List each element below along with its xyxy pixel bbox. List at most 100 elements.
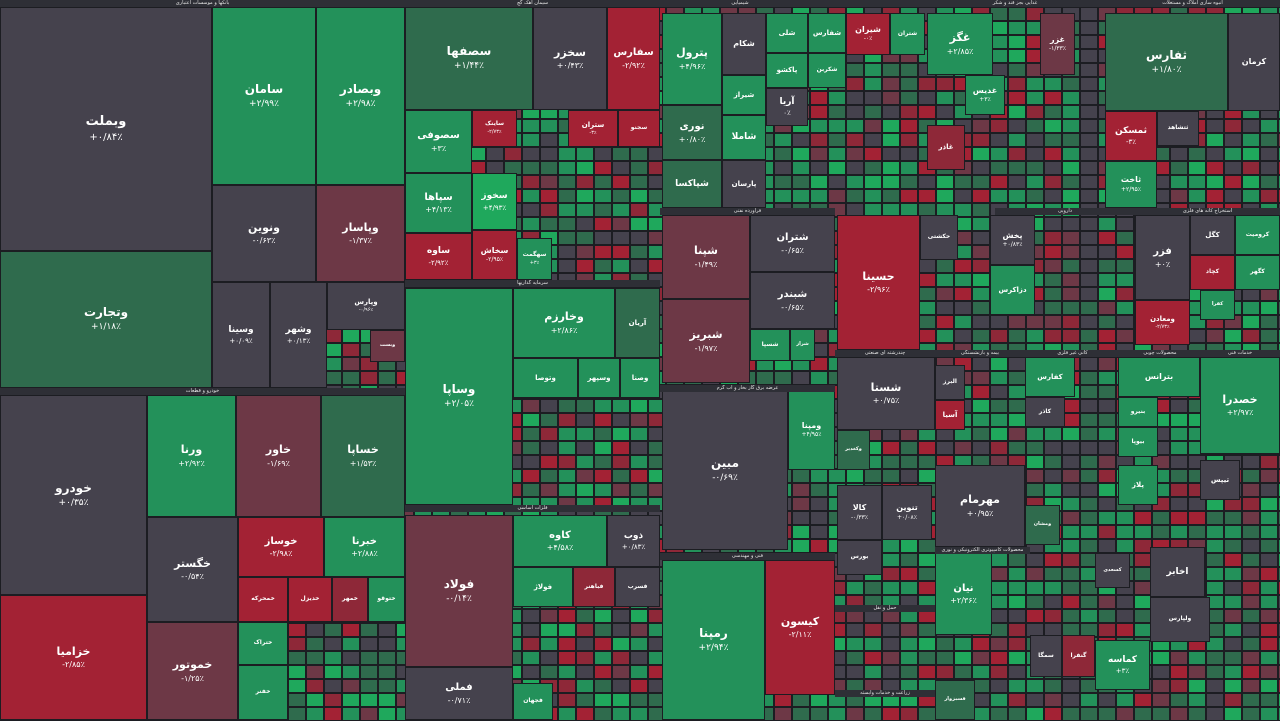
market-cell[interactable] (540, 623, 558, 637)
market-cell[interactable] (828, 119, 846, 133)
market-cell[interactable] (522, 469, 540, 483)
market-cell[interactable] (1116, 259, 1134, 273)
market-cell[interactable] (576, 693, 594, 707)
market-cell[interactable] (828, 133, 846, 147)
market-cell[interactable] (1116, 245, 1134, 259)
market-cell[interactable] (1062, 147, 1080, 161)
market-cell[interactable] (1206, 567, 1224, 581)
market-cell[interactable] (1098, 245, 1116, 259)
market-cell[interactable] (1242, 637, 1260, 651)
market-cell[interactable] (1062, 679, 1080, 693)
market-cell[interactable] (1062, 595, 1080, 609)
market-cell[interactable] (1242, 553, 1260, 567)
market-cell[interactable] (630, 623, 648, 637)
market-cell[interactable] (1278, 189, 1280, 203)
market-cell[interactable] (1242, 497, 1260, 511)
market-cell[interactable] (1080, 399, 1098, 413)
market-cell[interactable] (1278, 175, 1280, 189)
market-cell[interactable] (882, 553, 900, 567)
market-cell[interactable] (882, 469, 900, 483)
market-cell[interactable] (1062, 273, 1080, 287)
stock-tile[interactable]: کیسون -۲/۱۱٪ (765, 560, 835, 695)
market-cell[interactable] (1170, 441, 1188, 455)
market-cell[interactable] (936, 105, 954, 119)
market-cell[interactable] (1242, 301, 1260, 315)
stock-tile[interactable]: حسینا -۲/۹۶٪ (837, 215, 920, 350)
market-cell[interactable] (594, 623, 612, 637)
market-cell[interactable] (882, 147, 900, 161)
market-cell[interactable] (1008, 553, 1026, 567)
market-cell[interactable] (846, 63, 864, 77)
market-cell[interactable] (306, 651, 324, 665)
market-cell[interactable] (630, 637, 648, 651)
market-cell[interactable] (576, 259, 594, 273)
market-cell[interactable] (630, 399, 648, 413)
market-cell[interactable] (1008, 637, 1026, 651)
market-cell[interactable] (1260, 553, 1278, 567)
market-cell[interactable] (846, 133, 864, 147)
market-cell[interactable] (1242, 329, 1260, 343)
stock-tile[interactable]: وساپا +۲/۰۵٪ (405, 288, 513, 505)
stock-tile[interactable]: شسپا (750, 329, 790, 361)
market-cell[interactable] (1206, 133, 1224, 147)
market-cell[interactable] (954, 301, 972, 315)
stock-tile[interactable]: خبرنا +۲/۸۸٪ (324, 517, 405, 577)
market-cell[interactable] (900, 147, 918, 161)
stock-tile[interactable]: ومعادن -۲/۷۳٪ (1135, 300, 1190, 345)
market-cell[interactable] (342, 679, 360, 693)
market-cell[interactable] (1080, 511, 1098, 525)
market-cell[interactable] (630, 245, 648, 259)
market-cell[interactable] (630, 455, 648, 469)
stock-tile[interactable]: سصفها +۱/۴۴٪ (405, 7, 533, 110)
market-cell[interactable] (612, 203, 630, 217)
market-cell[interactable] (1080, 539, 1098, 553)
market-cell[interactable] (828, 91, 846, 105)
market-cell[interactable] (1044, 119, 1062, 133)
market-cell[interactable] (1170, 413, 1188, 427)
market-cell[interactable] (1224, 133, 1242, 147)
market-cell[interactable] (1170, 161, 1188, 175)
market-cell[interactable] (1026, 581, 1044, 595)
market-cell[interactable] (1098, 707, 1116, 721)
market-cell[interactable] (1206, 581, 1224, 595)
market-cell[interactable] (1188, 329, 1206, 343)
stock-tile[interactable]: فولاژ (513, 567, 573, 607)
market-cell[interactable] (612, 693, 630, 707)
stock-tile[interactable]: غزر -۱/۳۳٪ (1040, 13, 1075, 75)
market-cell[interactable] (1224, 609, 1242, 623)
market-cell[interactable] (1062, 553, 1080, 567)
market-cell[interactable] (828, 161, 846, 175)
market-cell[interactable] (990, 679, 1008, 693)
market-cell[interactable] (1062, 567, 1080, 581)
market-cell[interactable] (900, 637, 918, 651)
market-cell[interactable] (1080, 147, 1098, 161)
market-cell[interactable] (864, 91, 882, 105)
market-cell[interactable] (810, 693, 828, 707)
market-cell[interactable] (990, 413, 1008, 427)
stock-tile[interactable]: پارسان (722, 160, 766, 208)
stock-tile[interactable]: فملی -۰/۷۱٪ (405, 667, 513, 720)
market-cell[interactable] (306, 707, 324, 721)
market-cell[interactable] (1260, 609, 1278, 623)
market-cell[interactable] (846, 665, 864, 679)
market-cell[interactable] (1080, 105, 1098, 119)
market-cell[interactable] (1026, 329, 1044, 343)
market-cell[interactable] (990, 441, 1008, 455)
market-cell[interactable] (864, 469, 882, 483)
market-cell[interactable] (522, 483, 540, 497)
market-cell[interactable] (828, 189, 846, 203)
market-cell[interactable] (990, 567, 1008, 581)
market-cell[interactable] (1242, 609, 1260, 623)
market-cell[interactable] (1260, 329, 1278, 343)
market-cell[interactable] (936, 329, 954, 343)
market-cell[interactable] (1278, 315, 1280, 329)
market-cell[interactable] (1206, 175, 1224, 189)
market-cell[interactable] (972, 637, 990, 651)
stock-tile[interactable]: وخارزم +۲/۸۶٪ (513, 288, 615, 358)
market-cell[interactable] (378, 371, 396, 385)
market-cell[interactable] (612, 427, 630, 441)
market-cell[interactable] (1098, 231, 1116, 245)
market-cell[interactable] (1062, 483, 1080, 497)
market-cell[interactable] (1224, 567, 1242, 581)
market-cell[interactable] (1242, 581, 1260, 595)
